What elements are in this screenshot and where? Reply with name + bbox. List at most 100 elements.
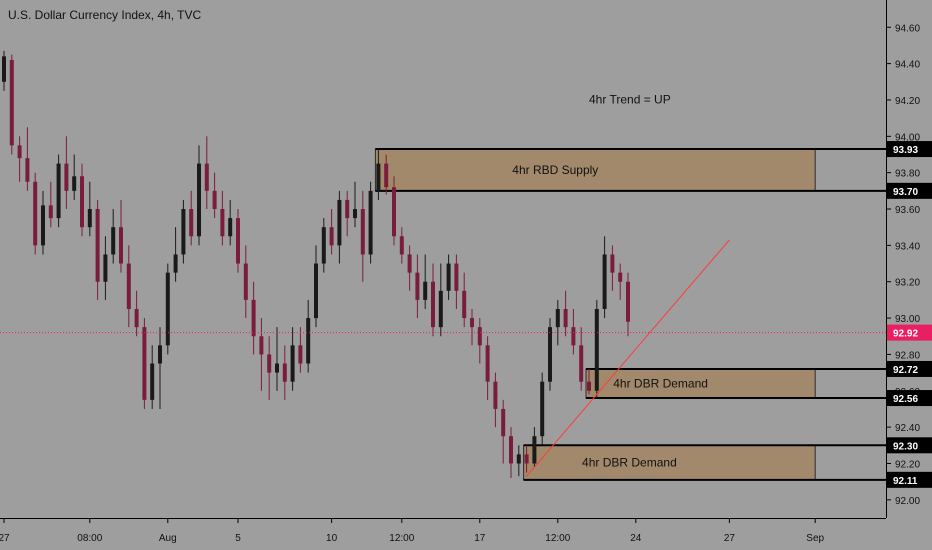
candle <box>454 254 459 309</box>
trendline[interactable] <box>526 239 730 477</box>
price-tick-label: 94.60 <box>895 23 920 34</box>
time-tick-label: 5 <box>235 533 241 544</box>
candle-body <box>548 327 552 382</box>
candle-body <box>314 263 318 319</box>
candle-body <box>220 209 225 237</box>
candle <box>56 154 61 228</box>
candle <box>282 345 287 400</box>
candle <box>25 127 30 191</box>
zones[interactable]: 4hr RBD Supply 4hr DBR Demand 4hr DBR Dema… <box>374 148 886 481</box>
candle-body <box>306 318 311 364</box>
candle-body <box>275 363 279 373</box>
candle-body <box>368 190 373 255</box>
candle <box>298 327 303 373</box>
zone-top-price-label-text: 92.72 <box>893 365 918 376</box>
candle-body <box>555 308 560 328</box>
zone-rect[interactable] <box>374 148 816 192</box>
candle <box>587 368 591 395</box>
candle <box>407 245 412 291</box>
candle-body <box>493 381 498 409</box>
candle-body <box>579 345 584 382</box>
candle <box>516 445 521 477</box>
candle-body <box>571 327 576 346</box>
candle-body <box>290 345 295 382</box>
candle <box>423 254 428 309</box>
price-tick-label: 93.80 <box>895 169 920 180</box>
price-tick-label: 93.40 <box>895 241 920 252</box>
candle-body <box>602 254 607 309</box>
candle-body <box>376 163 381 191</box>
zone-bottom-price-label-text: 92.11 <box>893 476 918 487</box>
candle-body <box>243 263 248 300</box>
candle <box>524 445 529 473</box>
candle <box>80 163 84 237</box>
candle <box>251 281 256 355</box>
candle <box>197 145 201 246</box>
candle <box>41 190 45 255</box>
candle-body <box>134 308 139 328</box>
candle <box>353 181 357 228</box>
candle <box>95 199 100 300</box>
candle <box>470 308 474 346</box>
candle-body <box>41 205 45 246</box>
price-labels: 93.93 93.70 92.72 92.56 92.30 92.11 92.92 <box>887 141 932 488</box>
candle <box>610 245 615 291</box>
candle <box>415 254 420 319</box>
candle <box>142 318 147 409</box>
candle-body <box>126 263 131 309</box>
zone-rect[interactable] <box>585 368 816 399</box>
candle <box>236 209 240 273</box>
candle <box>220 190 225 246</box>
candle <box>399 227 404 264</box>
candle-body <box>165 272 170 346</box>
candle-body <box>17 145 22 159</box>
candle-body <box>142 327 147 400</box>
zone-label: 4hr DBR Demand <box>613 377 708 391</box>
candle <box>290 327 295 391</box>
candle <box>134 290 139 337</box>
time-tick-label: 08:00 <box>77 533 102 544</box>
candle-body <box>9 59 14 146</box>
candle-body <box>189 209 194 237</box>
candle-body <box>563 308 568 328</box>
candle-body <box>360 209 365 255</box>
candle-body <box>345 199 350 219</box>
candle <box>189 190 194 246</box>
candle <box>111 209 116 264</box>
last-price-label: 92.92 <box>887 324 932 341</box>
price-axis[interactable]: 94.60 94.40 94.20 94.00 93.80 93.60 93.40 93.20… <box>886 23 920 507</box>
chart-title: U.S. Dollar Currency Index, 4h, TVC <box>8 8 202 22</box>
candle-body <box>150 363 155 400</box>
candle <box>306 299 311 373</box>
candle-body <box>431 281 435 328</box>
candle <box>501 399 506 464</box>
candle <box>384 154 389 195</box>
candle <box>462 272 467 328</box>
zone-top-price-label: 93.93 <box>887 141 932 158</box>
last-price-label-bg <box>887 324 932 341</box>
candle-body <box>33 181 38 246</box>
candle-body <box>446 263 451 291</box>
price-tick-label: 94.00 <box>895 132 920 143</box>
candle-body <box>87 209 92 228</box>
zone-top-price-label: 92.30 <box>887 437 932 454</box>
candle <box>2 50 6 91</box>
time-tick-label: 12:00 <box>389 533 414 544</box>
candle-body <box>95 209 100 282</box>
candle-body <box>64 163 69 191</box>
plot-background <box>0 0 886 518</box>
candle-body <box>438 290 443 328</box>
time-axis[interactable]: 27 08:00 Aug 5 10 12:00 17 12:00 24 27 Sep <box>0 518 825 544</box>
candle <box>126 245 131 328</box>
zone-label: 4hr RBD Supply <box>512 163 598 177</box>
zone-top-price-label-bg <box>887 437 932 454</box>
candle-body <box>48 205 53 219</box>
candle <box>571 308 576 355</box>
candles <box>2 50 630 479</box>
price-tick-label: 93.60 <box>895 205 920 216</box>
candle <box>368 181 373 264</box>
candle-body <box>204 163 209 191</box>
candle <box>555 299 560 346</box>
candle <box>532 427 537 468</box>
